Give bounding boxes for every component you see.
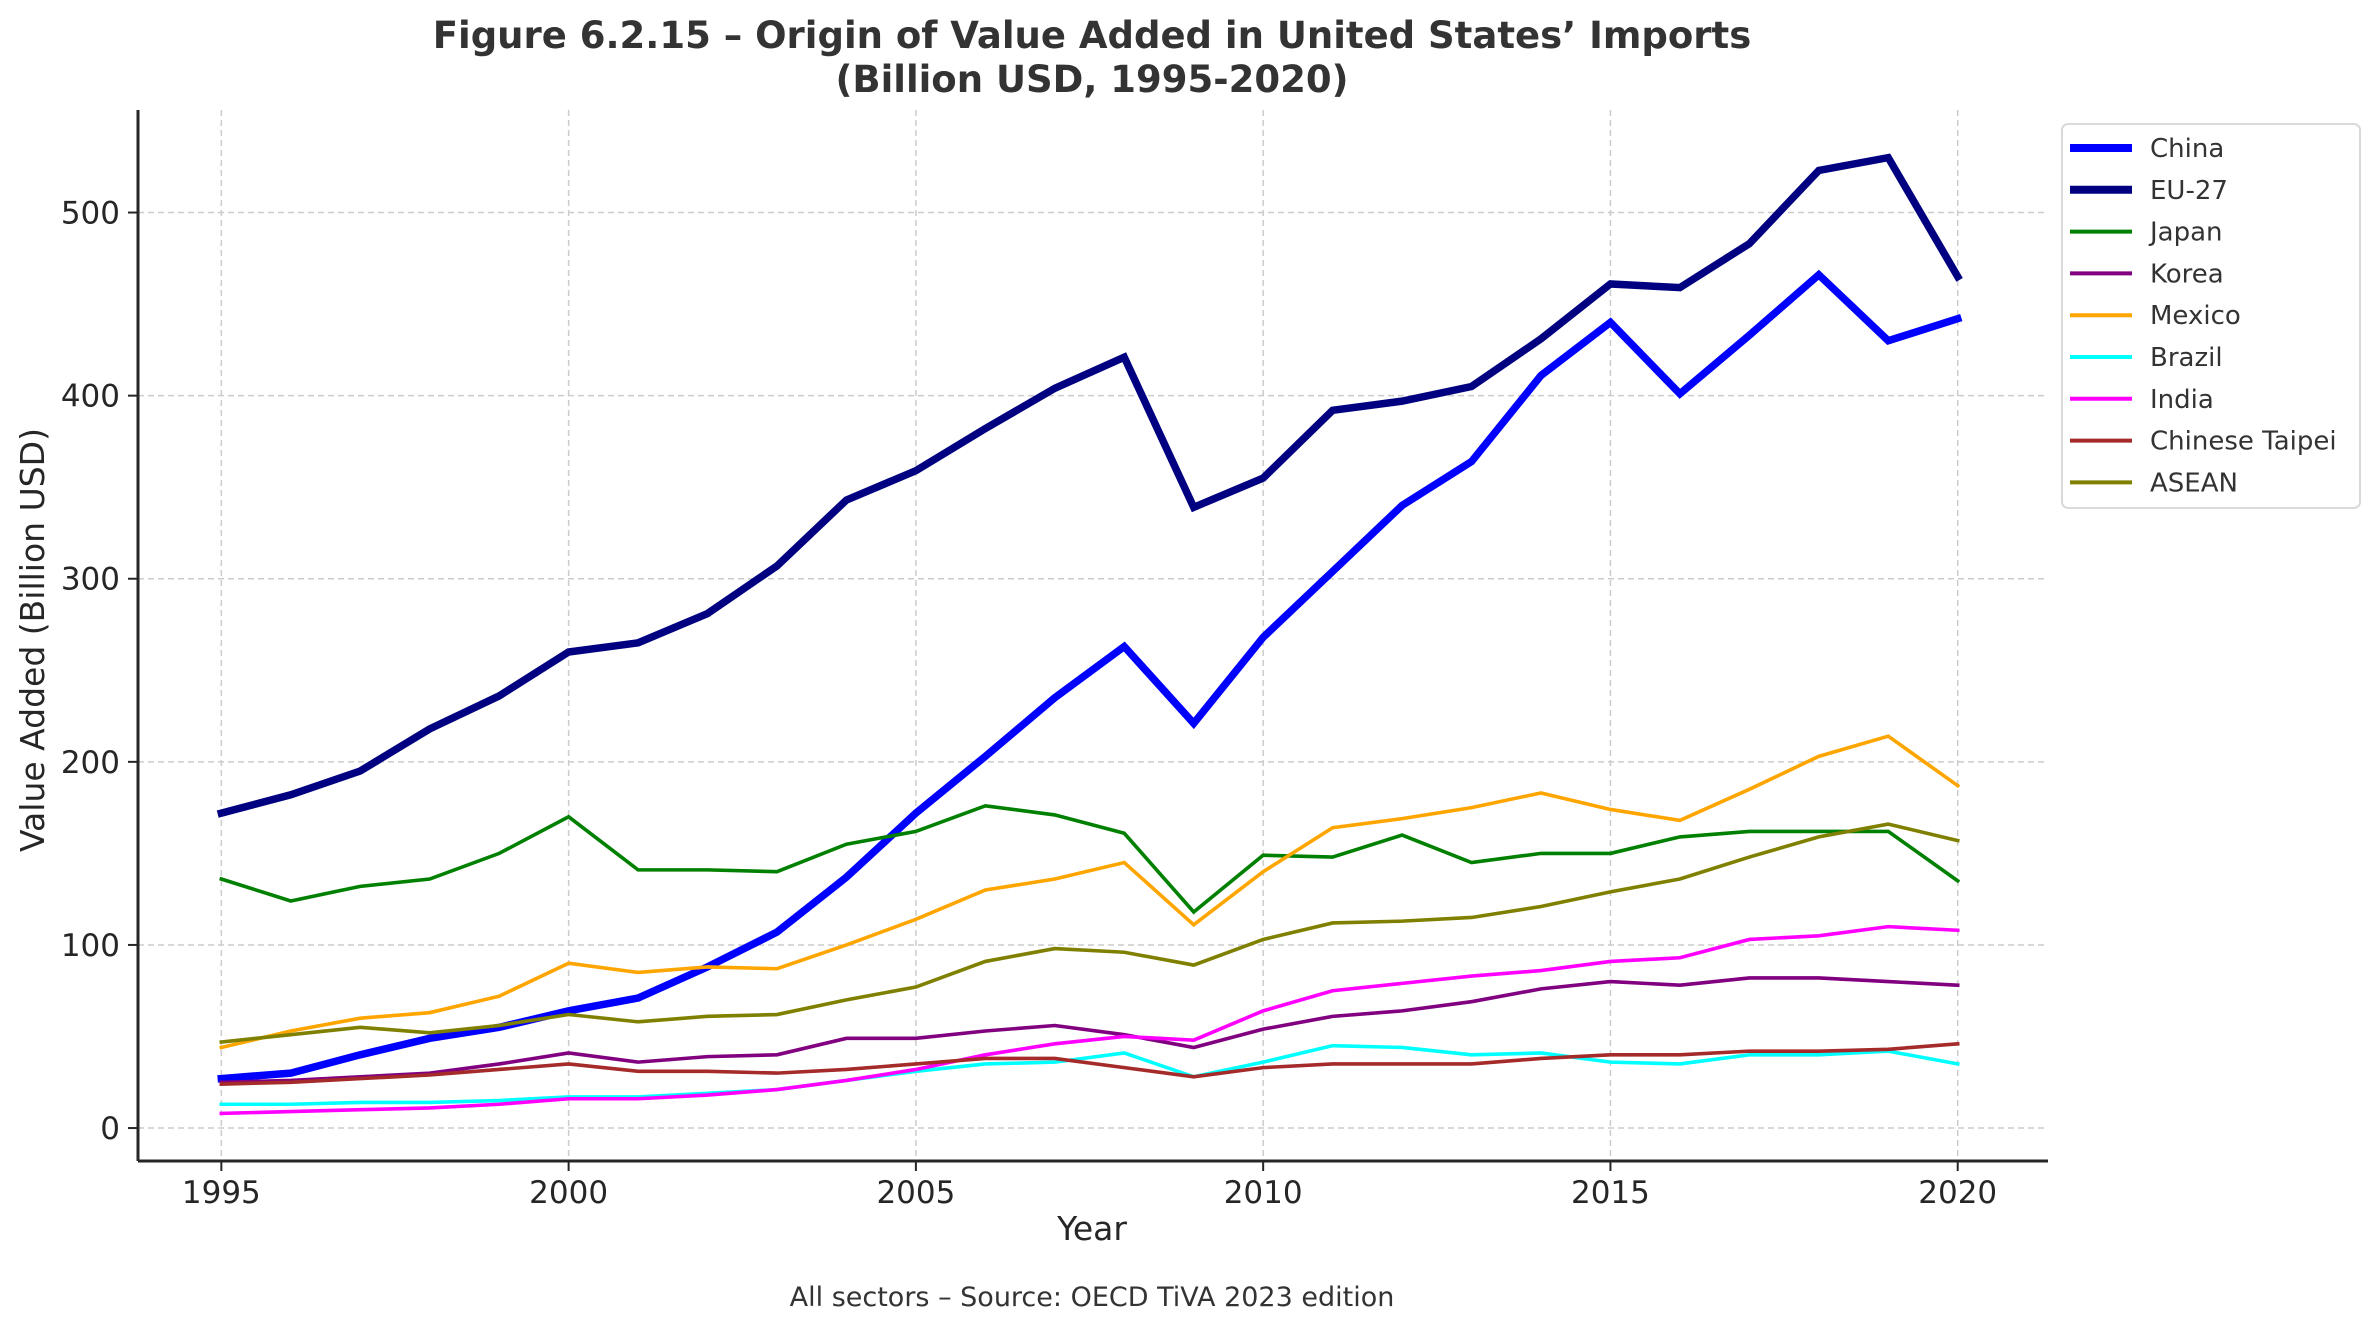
- y-tick-label: 0: [100, 1111, 120, 1147]
- x-axis-label: Year: [1056, 1209, 1127, 1248]
- legend-label: China: [2150, 134, 2224, 164]
- x-tick-label: 2015: [1571, 1175, 1650, 1211]
- legend-label: Chinese Taipei: [2150, 427, 2337, 457]
- legend-label: Brazil: [2150, 343, 2223, 373]
- grid-lines: [138, 110, 2048, 1161]
- legend-label: India: [2150, 385, 2214, 415]
- legend-item-china: China: [2070, 134, 2224, 164]
- legend-item-india: India: [2070, 385, 2214, 415]
- legend-item-mexico: Mexico: [2070, 301, 2241, 331]
- series-lines: [216, 153, 1963, 1116]
- y-tick-label: 200: [61, 745, 120, 781]
- legend-label: EU-27: [2150, 176, 2228, 206]
- legend-label: Japan: [2148, 218, 2223, 248]
- y-tick-label: 400: [61, 379, 120, 415]
- legend-item-brazil: Brazil: [2070, 343, 2223, 373]
- series-line-chinese-taipei: [219, 1041, 1960, 1086]
- y-tick-label: 500: [61, 196, 120, 232]
- legend: China EU-27 Japan Korea Mexico Brazil India Chi…: [2061, 123, 2361, 509]
- x-tick-label: 2005: [876, 1175, 955, 1211]
- series-line-india: [219, 924, 1960, 1116]
- legend-box: [2061, 123, 2361, 509]
- x-tick-label: 2020: [1918, 1175, 1997, 1211]
- chart-title: Figure 6.2.15 – Origin of Value Added in…: [433, 14, 1752, 57]
- legend-item-chinese-taipei: Chinese Taipei: [2070, 427, 2337, 457]
- x-axis-ticks: 1995 2000 2005 2010 2015 2020: [182, 1161, 1997, 1211]
- x-tick-label: 2010: [1224, 1175, 1303, 1211]
- chart-caption: All sectors – Source: OECD TiVA 2023 edi…: [790, 1282, 1395, 1313]
- x-tick-label: 2000: [529, 1175, 608, 1211]
- series-line-asean: [219, 822, 1960, 1044]
- series-line-korea: [219, 976, 1960, 1085]
- y-axis-label: Value Added (Billion USD): [13, 428, 52, 852]
- chart-subtitle: (Billion USD, 1995-2020): [835, 58, 1348, 101]
- legend-item-eu-27: EU-27: [2070, 176, 2228, 206]
- y-tick-label: 300: [61, 562, 120, 598]
- series-line-brazil: [219, 1043, 1960, 1107]
- x-tick-label: 1995: [182, 1175, 261, 1211]
- legend-label: Mexico: [2150, 301, 2241, 331]
- series-line-japan: [219, 803, 1961, 915]
- legend-item-asean: ASEAN: [2070, 468, 2238, 498]
- series-line-eu-27: [216, 153, 1963, 818]
- legend-item-korea: Korea: [2070, 259, 2224, 289]
- y-axis-ticks: 0 100 200 300 400 500: [61, 196, 138, 1147]
- series-line-mexico: [219, 734, 1961, 1050]
- legend-label: ASEAN: [2150, 468, 2238, 498]
- legend-item-japan: Japan: [2070, 218, 2223, 248]
- legend-label: Korea: [2150, 259, 2224, 289]
- y-tick-label: 100: [61, 928, 120, 964]
